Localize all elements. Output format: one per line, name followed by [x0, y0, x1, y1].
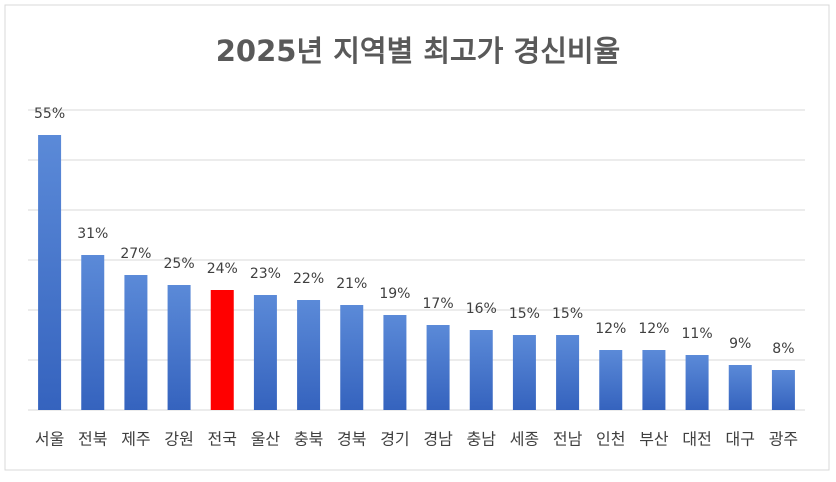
value-label: 8%: [772, 341, 794, 357]
value-label: 22%: [293, 271, 324, 287]
bar: [685, 355, 709, 410]
bar: [383, 315, 407, 410]
bar: [642, 350, 666, 410]
bar: [599, 350, 623, 410]
bar: [426, 325, 450, 410]
x-tick-label: 인천: [596, 430, 625, 449]
x-tick-label: 충남: [467, 430, 497, 449]
x-tick-label: 경남: [423, 430, 453, 449]
value-label: 15%: [552, 306, 583, 322]
bar: [210, 290, 234, 410]
value-label: 17%: [423, 296, 454, 312]
x-tick-label: 전북: [78, 430, 107, 449]
x-tick-label: 부산: [639, 430, 669, 449]
value-label: 9%: [729, 336, 751, 352]
x-tick-label: 서울: [35, 430, 64, 449]
bar: [167, 285, 191, 410]
value-label: 24%: [207, 261, 238, 277]
bar: [771, 370, 795, 410]
bar: [469, 330, 493, 410]
bar: [81, 255, 105, 410]
value-label: 55%: [34, 106, 65, 122]
x-tick-label: 경북: [337, 430, 366, 449]
bar: [512, 335, 536, 410]
chart-title: 2025년 지역별 최고가 경신비율: [216, 34, 620, 68]
value-label: 25%: [164, 256, 195, 272]
x-tick-label: 전국: [208, 430, 237, 449]
x-tick-label: 울산: [251, 430, 281, 449]
bar: [253, 295, 277, 410]
bar: [340, 305, 364, 410]
value-label: 16%: [466, 301, 497, 317]
x-tick-label: 광주: [769, 430, 798, 449]
value-label: 23%: [250, 266, 281, 282]
value-label: 21%: [336, 276, 367, 292]
value-label: 12%: [595, 321, 626, 337]
bar: [124, 275, 148, 410]
bar: [297, 300, 321, 410]
bar: [556, 335, 580, 410]
value-label: 19%: [379, 286, 410, 302]
x-tick-label: 경기: [380, 430, 409, 449]
value-label: 27%: [120, 246, 151, 262]
x-tick-label: 강원: [164, 430, 193, 449]
value-label: 11%: [682, 326, 713, 342]
value-label: 12%: [638, 321, 669, 337]
x-tick-label: 대전: [682, 430, 711, 449]
value-label: 15%: [509, 306, 540, 322]
bar: [728, 365, 752, 410]
x-tick-label: 대구: [726, 430, 755, 449]
x-tick-label: 전남: [553, 430, 583, 449]
value-label: 31%: [77, 226, 108, 242]
x-tick-label: 제주: [121, 430, 150, 449]
x-tick-label: 충북: [294, 430, 323, 449]
x-tick-label: 세종: [510, 430, 539, 449]
bar: [38, 135, 62, 410]
